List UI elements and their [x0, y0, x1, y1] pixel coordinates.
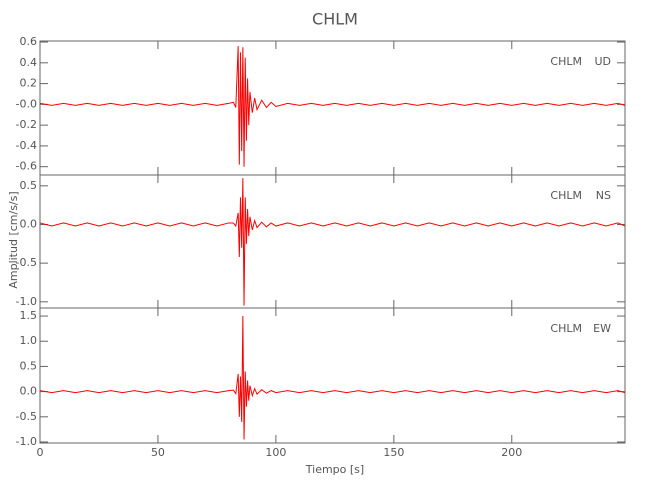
x-axis-label: Tiempo [s] [305, 463, 364, 476]
y-tick-label: 0.2 [20, 77, 38, 90]
y-tick-label: -1.0 [16, 295, 37, 308]
waveform [39, 178, 626, 306]
station-label: CHLM [550, 55, 582, 68]
y-tick-label: -0.6 [16, 160, 37, 173]
y-tick-label: 1.5 [20, 309, 38, 322]
y-tick-label: 0.4 [20, 56, 38, 69]
y-tick-label: 1.0 [20, 334, 38, 347]
component-label: UD [594, 55, 611, 68]
x-tick-label: 100 [265, 446, 286, 459]
x-tick-label: 200 [501, 446, 522, 459]
station-label: CHLM [550, 322, 582, 335]
y-tick-label: 0.0 [20, 385, 38, 398]
waveform [39, 316, 626, 440]
y-tick-label: 0.5 [20, 179, 38, 192]
x-tick-label: 50 [151, 446, 165, 459]
y-tick-label: -0.5 [16, 256, 37, 269]
component-label: NS [596, 189, 611, 202]
station-label: CHLM [550, 189, 582, 202]
y-tick-label: -1.0 [16, 435, 37, 448]
panel-frame [39, 174, 626, 309]
panel-frame [39, 307, 626, 444]
component-label: EW [593, 322, 611, 335]
x-tick-label: 0 [37, 446, 44, 459]
y-tick-label: -0.5 [16, 410, 37, 423]
chart-title: CHLM [312, 10, 358, 29]
panel-frame [39, 40, 626, 176]
y-tick-label: -0.4 [16, 139, 37, 152]
x-tick-label: 150 [383, 446, 404, 459]
y-tick-label: -0.2 [16, 118, 37, 131]
y-tick-label: -0.0 [16, 97, 37, 110]
y-tick-label: 0.6 [20, 35, 38, 48]
y-axis-label: Amplitud [cm/s/s] [7, 191, 20, 288]
y-tick-label: 0.0 [20, 217, 38, 230]
y-tick-label: 0.5 [20, 359, 38, 372]
waveform [39, 46, 626, 167]
